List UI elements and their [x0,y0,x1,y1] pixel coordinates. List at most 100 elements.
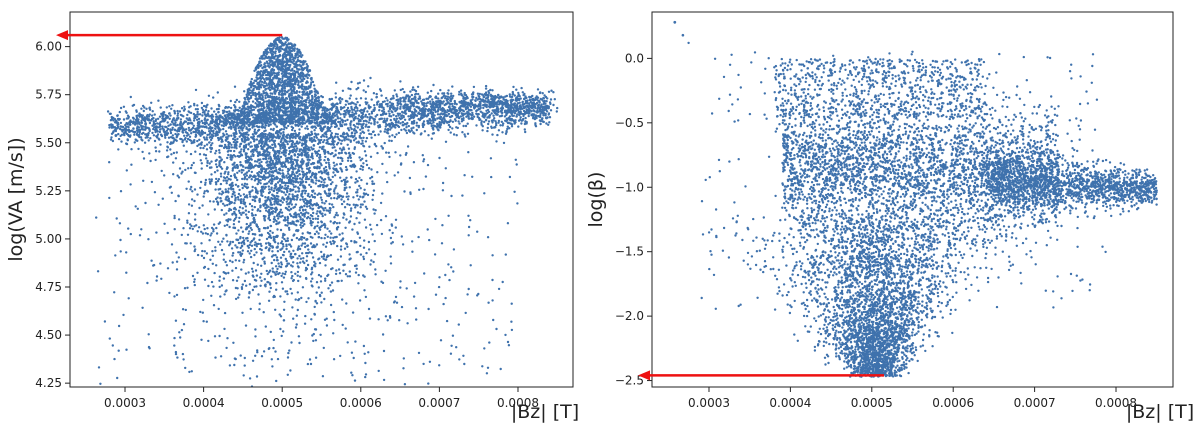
scatter-point [176,109,179,113]
scatter-point [119,106,123,110]
scatter-point [436,128,440,131]
scatter-point [186,137,190,141]
scatter-point [346,180,349,183]
scatter-point [334,149,337,152]
scatter-point [256,65,260,68]
scatter-point [159,125,162,128]
scatter-point [280,128,283,131]
scatter-point [263,278,266,281]
scatter-point [346,106,350,110]
scatter-point [254,102,257,105]
scatter-point [275,270,278,273]
scatter-point [257,71,261,74]
scatter-point [248,124,251,128]
scatter-point [491,133,494,136]
scatter-point [365,123,368,126]
scatter-point [450,115,453,118]
scatter-point [273,43,276,46]
scatter-point [417,111,420,114]
scatter-point [281,85,284,89]
scatter-point [342,200,346,203]
scatter-point [307,192,310,196]
scatter-point [470,116,474,120]
scatter-point [146,136,149,139]
scatter-point [202,298,205,302]
scatter-point [377,133,380,136]
scatter-point [308,166,311,170]
scatter-point [217,110,220,114]
scatter-point [290,97,294,100]
scatter-point [318,261,322,265]
scatter-point [169,131,173,135]
scatter-point [300,125,303,128]
scatter-point [356,117,360,120]
scatter-point [359,128,362,131]
scatter-point [292,249,295,252]
scatter-point [508,127,511,130]
scatter-point [304,127,307,130]
scatter-point [381,162,384,166]
scatter-point [367,85,370,88]
scatter-point [180,107,184,110]
scatter-point [187,212,191,215]
scatter-points [95,36,559,387]
scatter-point [173,128,176,131]
scatter-point [274,72,278,75]
scatter-point [205,136,208,139]
scatter-point [136,130,139,134]
scatter-point [455,116,458,119]
scatter-point [500,114,504,117]
scatter-point [351,228,354,231]
scatter-point [411,122,415,125]
scatter-point [224,121,227,124]
scatter-point [292,62,296,65]
scatter-point [362,116,365,119]
scatter-point [426,101,430,104]
scatter-point [356,109,359,112]
scatter-point [328,116,331,119]
scatter-point [316,103,319,106]
scatter-point [334,92,337,95]
scatter-point [304,105,307,108]
scatter-point [278,121,282,124]
scatter-point [439,117,442,121]
scatter-point [260,55,263,58]
scatter-point [239,246,242,250]
scatter-point [283,237,286,241]
scatter-point [228,122,231,125]
scatter-point [272,346,275,350]
scatter-point [333,122,336,125]
scatter-point [310,318,313,321]
scatter-point [303,85,306,89]
scatter-point [234,266,238,270]
scatter-point [274,350,277,353]
scatter-point [249,82,252,85]
scatter-point [218,151,221,154]
scatter-point [300,97,304,100]
scatter-point [422,158,426,161]
scatter-point [279,62,282,65]
scatter-point [496,133,499,137]
scatter-point [233,201,236,205]
scatter-point [125,111,128,115]
scatter-point [339,96,342,100]
scatter-point [287,63,290,67]
scatter-point [175,260,179,263]
scatter-point [391,134,394,137]
scatter-point [247,129,251,132]
scatter-point [385,119,388,122]
scatter-point [254,116,257,120]
scatter-point [342,216,345,219]
scatter-point [305,125,309,128]
scatter-point [472,85,476,89]
scatter-point [129,95,132,99]
scatter-point [457,120,460,123]
scatter-point [379,201,383,205]
scatter-point [459,115,463,118]
scatter-point [399,117,402,121]
scatter-point [288,110,292,113]
scatter-point [260,63,263,67]
scatter-point [495,122,498,125]
scatter-point [506,125,509,128]
scatter-point [381,112,385,115]
